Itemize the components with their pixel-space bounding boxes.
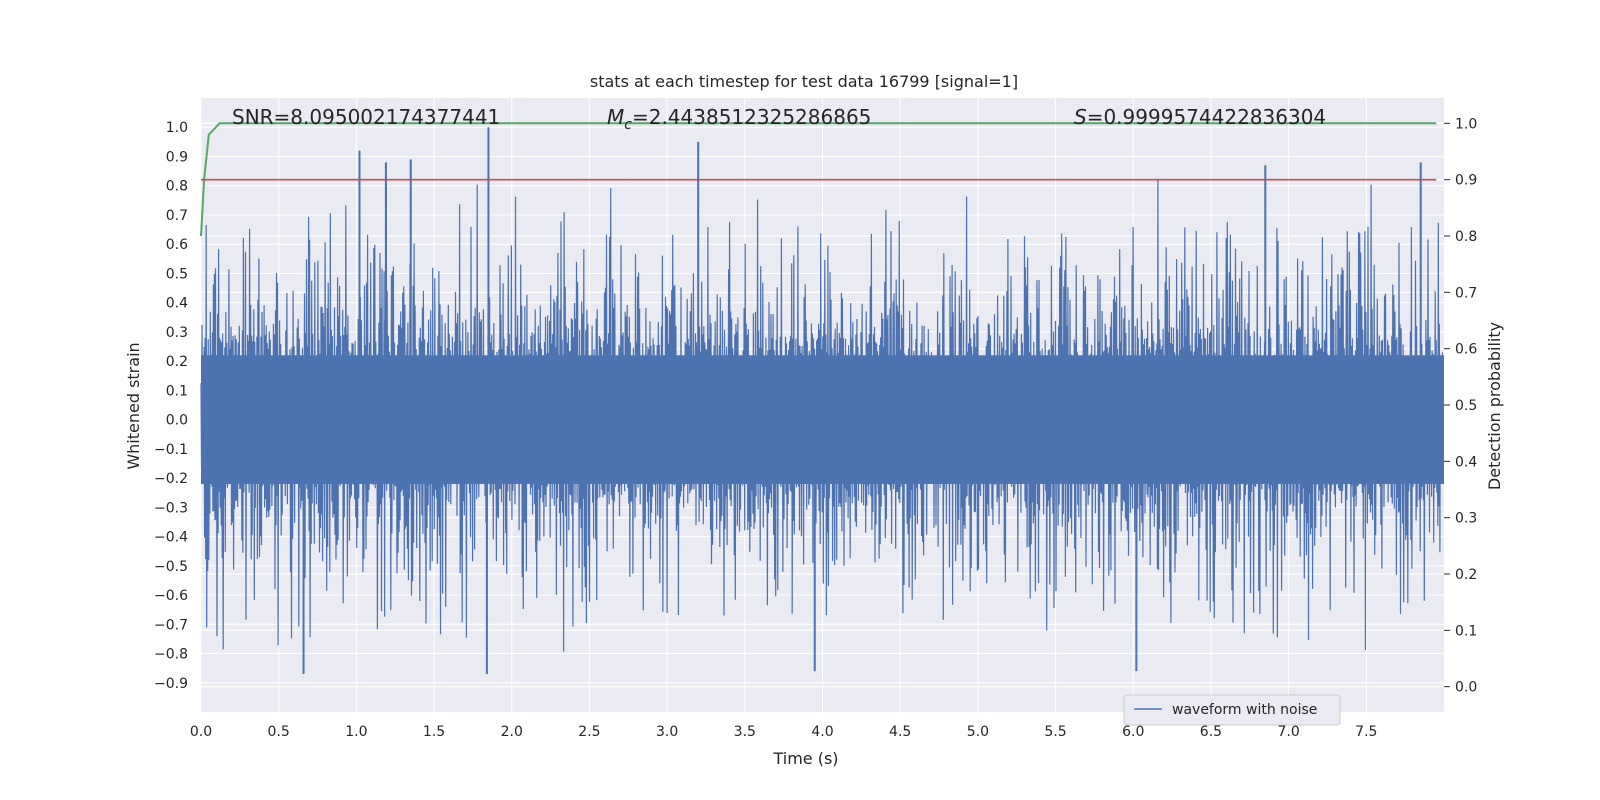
y-left-tick-label: −0.7: [154, 617, 188, 633]
x-tick-label: 4.0: [811, 724, 833, 740]
y-left-tick-label: 0.2: [166, 354, 188, 370]
y-right-tick-label: 1.0: [1455, 116, 1477, 132]
x-tick-label: 3.0: [656, 724, 678, 740]
axes: 0.0 0.5 1.0 1.5 2.0 2.5 3.0 3.5 4.0 4.5 5.0 5.5 6.0 6…: [154, 116, 1477, 740]
y-left-tick-label: −0.1: [154, 442, 188, 458]
y-left-tick-label: −0.4: [154, 530, 188, 546]
waveform-core: [201, 355, 1444, 484]
legend-label-waveform: waveform with noise: [1172, 702, 1317, 718]
detection-probability-line: [200, 122, 1437, 237]
y-left-tick-label: −0.9: [154, 676, 188, 692]
x-tick-label: 2.0: [501, 724, 523, 740]
y-right-tick-label: 0.8: [1455, 229, 1477, 245]
y-right-tick-label: 0.0: [1455, 680, 1477, 696]
legend-box: [1123, 694, 1341, 726]
y-left-tick-label: 0.9: [166, 149, 188, 165]
y-left-tick-label: 0.7: [166, 208, 188, 224]
y-right-tick-label: 0.5: [1455, 398, 1477, 414]
x-tick-label: 0.5: [268, 724, 290, 740]
x-tick-label: 6.0: [1122, 724, 1144, 740]
mc-subscript: c: [624, 117, 632, 133]
waveform-series: [200, 127, 1444, 674]
x-tick-label: 0.0: [190, 724, 212, 740]
y-left-tick-label: 0.6: [166, 237, 188, 253]
mc-symbol: M: [607, 105, 624, 129]
snr-annotation: SNR=8.095002174377441: [232, 105, 500, 129]
x-tick-label: 5.5: [1044, 724, 1066, 740]
y-right-tick-label: 0.1: [1455, 623, 1477, 639]
chirp-mass-annotation: Mc=2.4438512325286865: [607, 105, 871, 133]
y-left-tick-label: 1.0: [166, 120, 188, 136]
y-left-tick-label: 0.5: [166, 266, 188, 282]
y-axis-right-label: Detection probability: [1485, 322, 1504, 490]
y-left-tick-label: −0.2: [154, 471, 188, 487]
x-tick-label: 1.5: [423, 724, 445, 740]
s-symbol: S: [1074, 105, 1087, 129]
y-right-tick-label: 0.6: [1455, 342, 1477, 358]
y-left-tick-label: 0.0: [166, 413, 188, 429]
y-left-tick-label: −0.8: [154, 647, 188, 663]
x-tick-label: 1.0: [345, 724, 367, 740]
x-axis-label: Time (s): [772, 749, 838, 768]
y-left-tick-label: 0.1: [166, 383, 188, 399]
x-tick-label: 3.5: [734, 724, 756, 740]
x-tick-label: 2.5: [578, 724, 600, 740]
x-tick-label: 7.0: [1277, 724, 1299, 740]
s-value: =0.9999574422836304: [1087, 105, 1326, 129]
y-left-tick-label: 0.4: [166, 296, 188, 312]
waveform-line: [200, 179, 1443, 652]
y-left-tick-label: −0.3: [154, 500, 188, 516]
y-left-tick-label: −0.6: [154, 588, 188, 604]
x-tick-label: 5.0: [967, 724, 989, 740]
y-right-tick-label: 0.9: [1455, 173, 1477, 189]
legend: waveform with noise: [1123, 694, 1341, 726]
y-left-tick-label: 0.3: [166, 325, 188, 341]
mc-value: =2.4438512325286865: [632, 105, 871, 129]
chart-title: stats at each timestep for test data 167…: [590, 72, 1018, 91]
y-right-tick-label: 0.2: [1455, 567, 1477, 583]
score-annotation: S=0.9999574422836304: [1074, 105, 1326, 129]
x-tick-label: 6.5: [1200, 724, 1222, 740]
y-right-tick-label: 0.4: [1455, 454, 1477, 470]
y-left-tick-label: −0.5: [154, 559, 188, 575]
y-left-tick-label: 0.8: [166, 179, 188, 195]
probability-series: [200, 122, 1437, 237]
x-tick-label: 7.5: [1355, 724, 1377, 740]
y-right-tick-label: 0.7: [1455, 285, 1477, 301]
y-axis-left-label: Whitened strain: [124, 342, 143, 469]
y-right-tick-label: 0.3: [1455, 511, 1477, 527]
x-tick-label: 4.5: [889, 724, 911, 740]
